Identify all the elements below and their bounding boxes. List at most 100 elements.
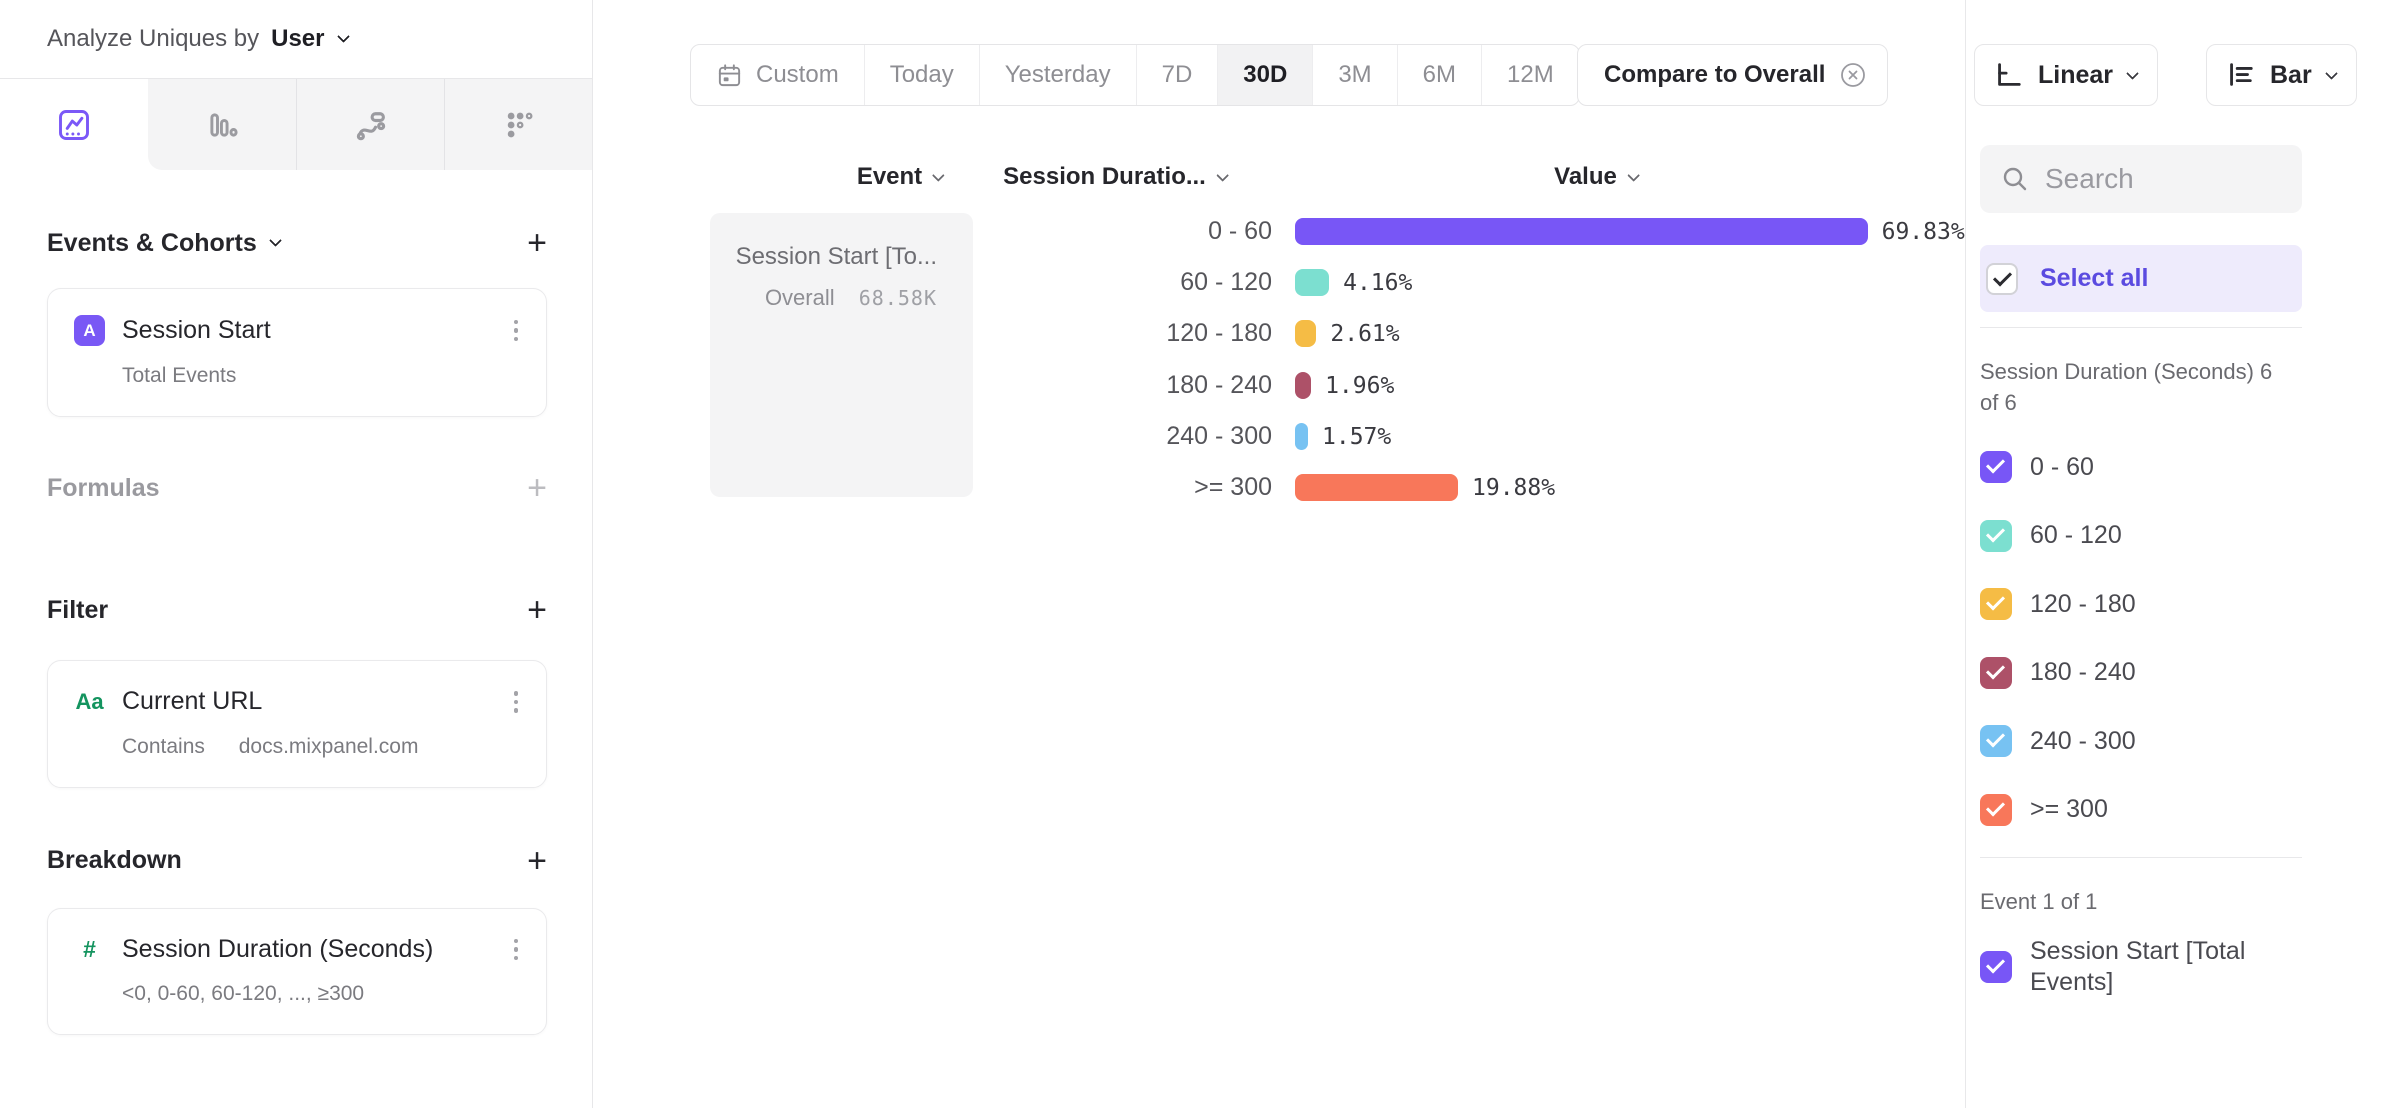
tab-bar-chart[interactable] bbox=[148, 79, 296, 170]
legend-item-event[interactable]: Session Start [Total Events] bbox=[1980, 936, 2280, 998]
chevron-down-icon bbox=[1626, 168, 1640, 182]
bar-chart-icon bbox=[204, 107, 240, 143]
column-header-event-label: Event bbox=[856, 163, 923, 190]
bar-segment[interactable] bbox=[1295, 269, 1330, 297]
select-all-label: Select all bbox=[2040, 264, 2149, 292]
bar-segment[interactable] bbox=[1295, 320, 1317, 348]
filter-operator[interactable]: Contains bbox=[122, 734, 205, 758]
add-formula-button[interactable]: + bbox=[527, 469, 547, 507]
date-range-label: 30D bbox=[1243, 61, 1288, 88]
date-range-label: 12M bbox=[1507, 61, 1554, 88]
bar-category-label: 60 - 120 bbox=[1180, 268, 1272, 297]
events-cohorts-header[interactable]: Events & Cohorts bbox=[47, 228, 282, 258]
legend-checkbox[interactable] bbox=[1980, 793, 2012, 826]
date-range-3m[interactable]: 3M bbox=[1312, 45, 1396, 105]
chevron-down-icon bbox=[2324, 66, 2338, 80]
bar-segment[interactable] bbox=[1295, 422, 1308, 450]
event-row-cell[interactable]: Session Start [To... Overall 68.58K bbox=[710, 213, 973, 497]
add-breakdown-button[interactable]: + bbox=[527, 841, 547, 880]
kebab-menu-icon[interactable] bbox=[508, 316, 525, 346]
legend-item[interactable]: 240 - 300 bbox=[1980, 725, 2136, 757]
legend-item-label: 240 - 300 bbox=[2030, 726, 2136, 755]
compare-to-overall-button[interactable]: Compare to Overall bbox=[1577, 44, 1889, 106]
analyze-by-dropdown[interactable]: User bbox=[271, 25, 350, 53]
date-range-12m[interactable]: 12M bbox=[1481, 45, 1579, 105]
add-filter-button[interactable]: + bbox=[527, 591, 547, 629]
date-range-yesterday[interactable]: Yesterday bbox=[978, 45, 1136, 105]
bar-segment[interactable] bbox=[1295, 371, 1312, 399]
remove-compare-icon[interactable] bbox=[1839, 61, 1867, 89]
column-header-event[interactable]: Event bbox=[856, 163, 946, 191]
breakdown-group-label: Session Duration (Seconds) 6 of 6 bbox=[1980, 359, 2273, 415]
event-card-title: Session Start bbox=[122, 316, 271, 344]
legend-item[interactable]: 180 - 240 bbox=[1980, 656, 2136, 689]
event-card-subtitle[interactable]: Total Events bbox=[122, 364, 237, 387]
breakdown-card-session-duration[interactable]: # Session Duration (Seconds) <0, 0-60, 6… bbox=[47, 907, 547, 1035]
column-header-value-label: Value bbox=[1554, 163, 1617, 190]
date-range-today[interactable]: Today bbox=[863, 45, 979, 105]
column-header-breakdown[interactable]: Session Duratio... bbox=[1003, 163, 1229, 191]
tab-flows[interactable] bbox=[296, 79, 444, 170]
legend-item[interactable]: >= 300 bbox=[1980, 793, 2108, 826]
legend-checkbox[interactable] bbox=[1980, 588, 2012, 620]
date-range-custom[interactable]: Custom bbox=[691, 45, 864, 105]
legend-item[interactable]: 0 - 60 bbox=[1980, 451, 2094, 483]
filter-value[interactable]: docs.mixpanel.com bbox=[238, 734, 419, 758]
legend-checkbox[interactable] bbox=[1980, 519, 2012, 552]
filter-header: Filter bbox=[47, 595, 109, 624]
chevron-down-icon bbox=[268, 233, 282, 247]
legend-search[interactable] bbox=[1980, 145, 2302, 213]
legend-panel: Linear Bar Select all Session Duration (… bbox=[1965, 0, 2398, 1108]
bar-segment[interactable] bbox=[1295, 474, 1459, 501]
date-range-6m[interactable]: 6M bbox=[1396, 45, 1481, 105]
select-all-checkbox[interactable] bbox=[1986, 262, 2018, 295]
select-all-row[interactable]: Select all bbox=[1980, 245, 2302, 312]
insights-chart-icon bbox=[56, 107, 92, 143]
date-range-7d[interactable]: 7D bbox=[1135, 45, 1218, 105]
column-header-breakdown-label: Session Duratio... bbox=[1003, 163, 1206, 190]
visualization-tabs bbox=[0, 78, 592, 170]
bar-category-label: 120 - 180 bbox=[1166, 319, 1272, 348]
overall-value: 68.58K bbox=[858, 286, 937, 310]
bar-segment[interactable] bbox=[1295, 218, 1868, 245]
chevron-down-icon bbox=[336, 29, 350, 43]
add-event-button[interactable]: + bbox=[527, 224, 547, 262]
tab-grid-dots[interactable] bbox=[444, 79, 592, 170]
legend-item[interactable]: 120 - 180 bbox=[1980, 588, 2136, 620]
search-input[interactable] bbox=[2045, 163, 2265, 195]
tab-insights-chart[interactable] bbox=[0, 79, 148, 170]
analyze-uniques-label: Analyze Uniques by bbox=[47, 25, 260, 52]
chart-type-button[interactable]: Bar bbox=[2206, 44, 2357, 106]
legend-item-label: 60 - 120 bbox=[2030, 521, 2122, 549]
legend-item-label: 180 - 240 bbox=[2030, 658, 2136, 686]
filter-card-current-url[interactable]: Aa Current URL Contains docs.mixpanel.co… bbox=[47, 660, 547, 788]
event-card-session-start[interactable]: A Session Start Total Events bbox=[47, 288, 547, 417]
event-checkbox[interactable] bbox=[1980, 951, 2012, 983]
overall-label: Overall bbox=[764, 285, 835, 310]
string-property-icon: Aa bbox=[75, 688, 104, 714]
chart-type-label: Bar bbox=[2270, 60, 2312, 89]
date-range-30d[interactable]: 30D bbox=[1217, 45, 1313, 105]
kebab-menu-icon[interactable] bbox=[508, 935, 525, 965]
legend-checkbox[interactable] bbox=[1980, 656, 2012, 689]
legend-checkbox[interactable] bbox=[1980, 725, 2012, 757]
events-cohorts-label: Events & Cohorts bbox=[47, 228, 257, 257]
date-range-label: Yesterday bbox=[1004, 61, 1111, 88]
breakdown-card-subtitle[interactable]: <0, 0-60, 60-120, ..., ≥300 bbox=[122, 982, 365, 1005]
event-letter-badge: A bbox=[74, 315, 105, 346]
bar-value-label: 1.57% bbox=[1322, 423, 1392, 450]
scale-selector-button[interactable]: Linear bbox=[1974, 44, 2159, 106]
kebab-menu-icon[interactable] bbox=[508, 687, 525, 717]
legend-item-label: 120 - 180 bbox=[2030, 589, 2136, 618]
column-header-value[interactable]: Value bbox=[1554, 163, 1640, 191]
divider bbox=[1980, 857, 2302, 858]
legend-item[interactable]: 60 - 120 bbox=[1980, 519, 2122, 552]
bar-value-label: 4.16% bbox=[1343, 270, 1413, 297]
legend-item-label: 0 - 60 bbox=[2030, 452, 2094, 481]
divider bbox=[1980, 327, 2302, 328]
chevron-down-icon bbox=[2126, 66, 2139, 80]
bar-category-label: 0 - 60 bbox=[1208, 217, 1272, 245]
legend-checkbox[interactable] bbox=[1980, 451, 2012, 483]
legend-item-label: Session Start [Total Events] bbox=[2030, 937, 2246, 996]
compare-label: Compare to Overall bbox=[1604, 61, 1826, 88]
